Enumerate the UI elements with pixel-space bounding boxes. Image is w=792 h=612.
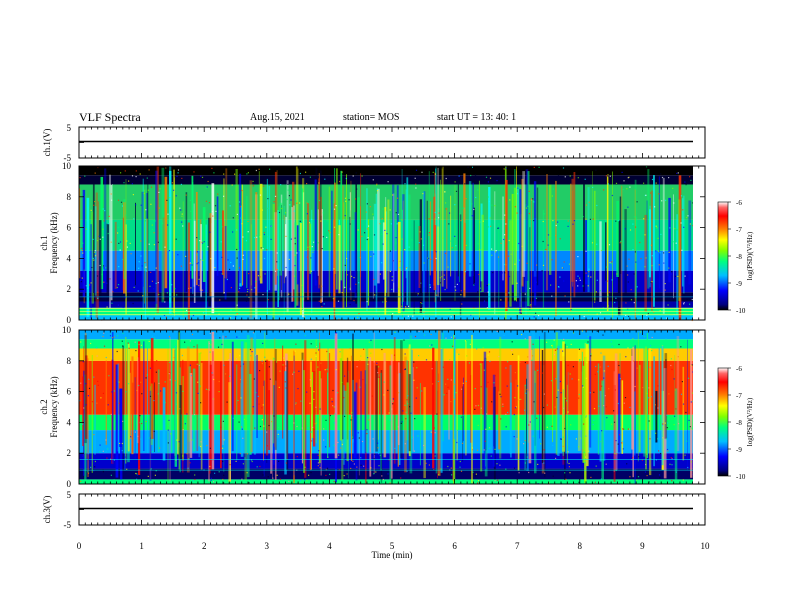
x-tick-label: 7 — [515, 541, 520, 551]
frequency-axis-label: Frequency (kHz) — [49, 376, 59, 437]
ch1-voltage-label: ch.1(V) — [42, 129, 52, 157]
y-tick-label: -5 — [64, 153, 72, 163]
x-tick-label: 10 — [701, 541, 711, 551]
colorbar-tick-label: -6 — [736, 365, 742, 373]
y-tick-label: 0 — [67, 479, 72, 489]
chart-title: VLF Spectra — [79, 110, 141, 124]
ch2-colorbar — [717, 367, 729, 477]
x-tick-label: 9 — [640, 541, 645, 551]
y-tick-label: 6 — [67, 223, 72, 233]
x-tick-label: 1 — [139, 541, 144, 551]
y-tick-label: -5 — [64, 520, 72, 530]
x-tick-label: 2 — [202, 541, 207, 551]
colorbar-tick-label: -9 — [736, 280, 742, 288]
ch2-label: ch.2 — [39, 399, 49, 414]
colorbar-label: log(PSD)(V²/Hz) — [746, 397, 754, 446]
x-tick-label: 6 — [452, 541, 457, 551]
y-tick-label: 5 — [67, 123, 72, 133]
x-tick-label: 8 — [578, 541, 583, 551]
x-axis-label: Time (min) — [372, 550, 413, 560]
y-tick-label: 10 — [62, 325, 72, 335]
ch1-spectrogram — [79, 166, 705, 322]
ch1-label: ch.1 — [39, 235, 49, 250]
colorbar-tick-label: -8 — [736, 419, 742, 427]
ch1-colorbar — [717, 201, 729, 311]
y-tick-label: 4 — [67, 253, 72, 263]
y-tick-label: 5 — [67, 490, 72, 500]
colorbar-tick-label: -10 — [736, 307, 746, 315]
y-tick-label: 2 — [67, 284, 72, 294]
y-tick-label: 8 — [67, 192, 72, 202]
colorbar-label: log(PSD)(V²/Hz) — [746, 231, 754, 280]
x-tick-label: 5 — [390, 541, 395, 551]
colorbar-tick-label: -9 — [736, 446, 742, 454]
colorbar-tick-label: -7 — [736, 392, 742, 400]
x-tick-label: 3 — [265, 541, 270, 551]
ch3-voltage-label: ch.3(V) — [42, 496, 52, 524]
date-label: Aug.15, 2021 — [250, 112, 305, 123]
x-tick-label: 0 — [77, 541, 82, 551]
colorbar-tick-label: -8 — [736, 253, 742, 261]
station-label: station= MOS — [343, 112, 400, 123]
y-tick-label: 0 — [67, 315, 72, 325]
y-tick-label: 4 — [67, 417, 72, 427]
ch2-spectrogram — [79, 330, 705, 485]
y-tick-label: 2 — [67, 448, 72, 458]
x-tick-label: 4 — [327, 541, 332, 551]
y-tick-label: 8 — [67, 356, 72, 366]
colorbar-tick-label: -6 — [736, 199, 742, 207]
y-tick-label: 6 — [67, 387, 72, 397]
colorbar-tick-label: -10 — [736, 473, 746, 481]
y-tick-label: 10 — [62, 161, 72, 171]
frequency-axis-label: Frequency (kHz) — [49, 212, 59, 273]
colorbar-tick-label: -7 — [736, 226, 742, 234]
start-time-label: start UT = 13: 40: 1 — [437, 112, 517, 123]
